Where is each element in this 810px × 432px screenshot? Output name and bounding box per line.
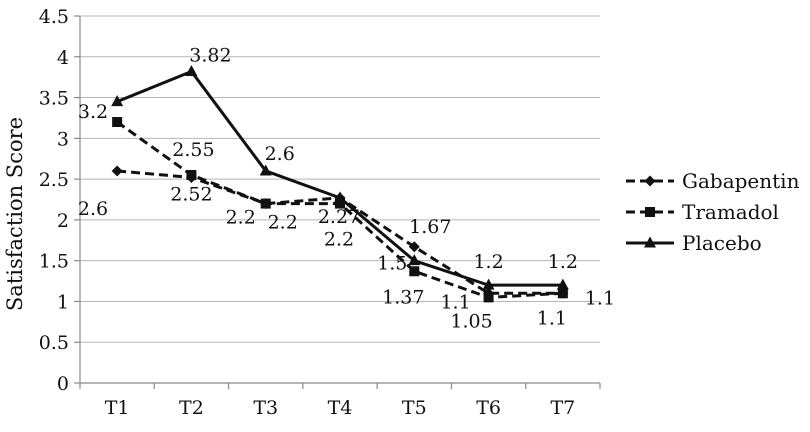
triangle-marker <box>334 191 346 203</box>
legend: Gabapentin Tramadol Placebo <box>626 169 800 255</box>
triangle-marker <box>111 95 124 107</box>
x-tick-label: T1 <box>105 397 130 419</box>
gridlines <box>80 15 600 343</box>
square-marker <box>112 117 123 128</box>
y-tick-label: 1 <box>57 291 69 313</box>
triangle-marker <box>259 164 272 176</box>
data-label: 1.1 <box>585 287 615 309</box>
data-label: 1.67 <box>409 216 451 238</box>
data-label: 1.2 <box>548 251 578 273</box>
diamond-marker <box>111 165 123 177</box>
data-label: 3.2 <box>78 101 108 123</box>
triangle-marker <box>556 278 569 290</box>
x-tick-label: T4 <box>328 397 353 419</box>
series-lines <box>111 64 569 303</box>
y-axis-title: Satisfaction Score <box>3 117 27 311</box>
data-label: 1.37 <box>382 286 424 308</box>
x-tick-label: T5 <box>402 397 427 419</box>
data-label: 1.1 <box>537 307 567 329</box>
data-label: 1.2 <box>473 251 503 273</box>
triangle-marker <box>482 278 495 290</box>
x-tick-label: T3 <box>253 397 278 419</box>
y-tick-label: 4.5 <box>39 6 69 28</box>
x-tick-label: T2 <box>179 397 204 419</box>
y-tick-label: 2.5 <box>39 169 69 191</box>
y-tick-label: 2 <box>57 210 69 232</box>
y-tick-label: 0 <box>57 373 69 395</box>
square-marker <box>483 292 494 303</box>
diamond-marker <box>408 241 420 253</box>
legend-label: Placebo <box>682 231 762 255</box>
data-label: 2.55 <box>172 139 214 161</box>
x-tick-labels: T1 T2 T3 T4 T5 T6 T7 <box>105 397 575 419</box>
triangle-marker <box>644 236 656 248</box>
square-marker <box>645 207 655 217</box>
legend-label: Tramadol <box>682 200 779 224</box>
y-tick-label: 3.5 <box>39 88 69 110</box>
diamond-marker <box>644 175 656 187</box>
data-label: 2.2 <box>268 212 298 234</box>
y-tick-labels: 0 0.5 1 1.5 2 2.5 3 3.5 4 4.5 <box>39 6 69 395</box>
x-tick-label: T7 <box>550 397 575 419</box>
data-label: 2.2 <box>226 207 256 229</box>
square-marker <box>335 198 345 209</box>
data-label: 2.52 <box>170 183 212 205</box>
data-label: 1.05 <box>450 310 492 332</box>
triangle-marker <box>408 254 421 266</box>
triangle-marker <box>185 64 198 76</box>
data-label: 2.6 <box>78 198 108 220</box>
square-marker <box>260 198 271 209</box>
x-tick-label: T6 <box>476 397 501 419</box>
y-tick-label: 0.5 <box>39 332 69 354</box>
y-tick-label: 3 <box>57 128 69 150</box>
data-label: 2.6 <box>265 143 295 165</box>
data-label: 1.5 <box>377 253 407 275</box>
data-label: 3.82 <box>189 44 231 66</box>
y-tick-label: 1.5 <box>39 251 69 273</box>
y-tick-label: 4 <box>57 47 69 69</box>
square-marker <box>557 288 568 299</box>
data-label: 1.1 <box>440 291 470 313</box>
data-label: 2.2 <box>324 229 354 251</box>
axes <box>74 15 601 389</box>
square-marker <box>409 266 420 277</box>
legend-label: Gabapentin <box>682 169 800 193</box>
square-marker <box>186 170 197 181</box>
data-labels: 2.62.522.2 2.27 1.671.1 1.13.22.552.22.21.3… <box>78 44 615 332</box>
data-label: 2.27 <box>318 206 360 228</box>
